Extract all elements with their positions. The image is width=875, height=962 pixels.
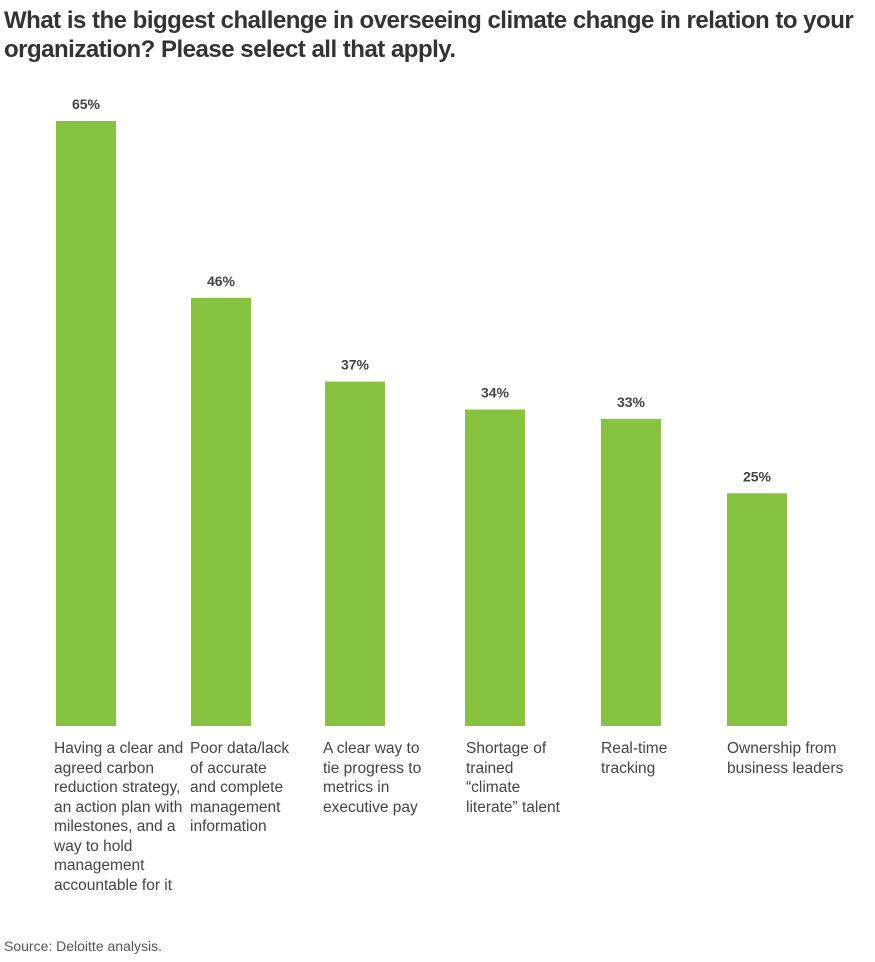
- value-label: 65%: [72, 96, 101, 112]
- x-tick-label: Shortage of trained “climate literate” t…: [466, 740, 560, 816]
- value-label: 34%: [481, 385, 510, 401]
- bar: [56, 121, 116, 726]
- value-label: 46%: [207, 273, 236, 289]
- bar: [191, 297, 251, 726]
- source-note: Source: Deloitte analysis.: [4, 938, 162, 954]
- x-tick-label: Ownership from business leaders: [727, 740, 844, 777]
- x-tick-label: Having a clear and agreed carbon reducti…: [54, 740, 184, 894]
- bar: [727, 493, 787, 726]
- value-label: 37%: [341, 357, 370, 373]
- chart-title: What is the biggest challenge in oversee…: [4, 7, 854, 63]
- value-label: 33%: [617, 394, 646, 410]
- bar: [601, 418, 661, 726]
- value-label: 25%: [743, 468, 772, 484]
- x-tick-label: A clear way to tie progress to metrics i…: [323, 740, 422, 816]
- x-tick-label: Real-time tracking: [601, 740, 668, 777]
- x-tick-label: Poor data/lack of accurate and complete …: [190, 740, 290, 835]
- bar: [465, 409, 525, 726]
- bar: [325, 381, 385, 726]
